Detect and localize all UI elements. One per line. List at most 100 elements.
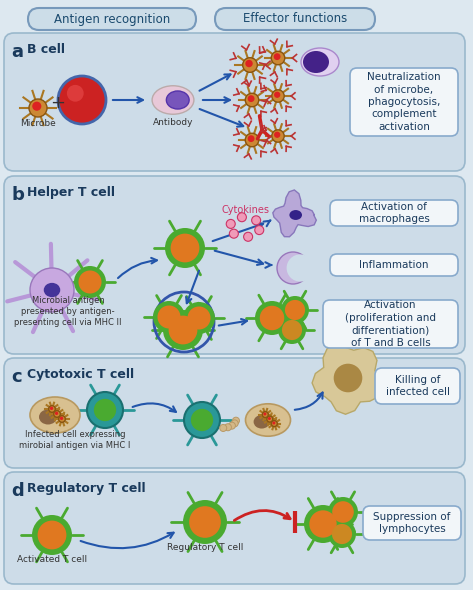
FancyBboxPatch shape [363, 506, 461, 540]
Circle shape [49, 406, 55, 412]
Circle shape [183, 500, 227, 544]
Circle shape [274, 91, 280, 98]
Text: b: b [11, 186, 24, 204]
Circle shape [232, 417, 239, 424]
Text: Antibody: Antibody [153, 118, 193, 127]
Circle shape [30, 268, 74, 312]
Circle shape [60, 417, 63, 420]
Circle shape [67, 85, 84, 101]
Ellipse shape [303, 51, 329, 73]
Circle shape [277, 252, 309, 284]
Circle shape [271, 51, 285, 65]
Circle shape [248, 135, 254, 142]
Circle shape [248, 95, 254, 102]
Text: Microbe: Microbe [20, 119, 56, 128]
Ellipse shape [39, 409, 57, 424]
Circle shape [228, 422, 236, 429]
Circle shape [281, 296, 309, 324]
Circle shape [333, 363, 362, 392]
Circle shape [74, 266, 106, 298]
Circle shape [328, 520, 356, 548]
Text: Effector functions: Effector functions [243, 12, 347, 25]
Circle shape [189, 506, 221, 538]
Circle shape [268, 417, 271, 420]
Text: Regulatory T cell: Regulatory T cell [167, 543, 243, 552]
Text: c: c [11, 368, 22, 386]
FancyBboxPatch shape [4, 472, 465, 584]
Circle shape [229, 229, 238, 238]
Text: Microbial antigen
presented by antigen-
presenting cell via MHC II: Microbial antigen presented by antigen- … [14, 296, 122, 327]
Ellipse shape [44, 283, 60, 297]
Circle shape [184, 402, 220, 438]
Polygon shape [273, 190, 316, 237]
Circle shape [255, 301, 289, 335]
Circle shape [54, 411, 60, 417]
Circle shape [245, 93, 259, 107]
Circle shape [278, 316, 306, 344]
Text: Helper T cell: Helper T cell [27, 186, 115, 199]
Circle shape [309, 510, 337, 537]
Circle shape [272, 421, 277, 427]
Circle shape [245, 133, 259, 147]
FancyBboxPatch shape [4, 176, 465, 354]
Text: Regulatory T cell: Regulatory T cell [27, 482, 146, 495]
Circle shape [224, 424, 231, 431]
Circle shape [328, 497, 358, 527]
Circle shape [244, 232, 253, 241]
Circle shape [55, 412, 58, 415]
Circle shape [263, 412, 268, 418]
Circle shape [274, 53, 280, 60]
FancyBboxPatch shape [330, 200, 458, 226]
FancyBboxPatch shape [4, 358, 465, 468]
Circle shape [285, 300, 305, 320]
Text: Activation
(proliferation and
differentiation)
of T and B cells: Activation (proliferation and differenti… [345, 300, 436, 348]
Circle shape [272, 130, 284, 142]
Circle shape [282, 320, 302, 340]
Ellipse shape [245, 404, 290, 436]
Circle shape [29, 99, 47, 117]
Text: Killing of
infected cell: Killing of infected cell [385, 375, 449, 397]
Circle shape [274, 132, 280, 138]
Text: Cytokines: Cytokines [221, 205, 269, 215]
Ellipse shape [254, 415, 270, 428]
Circle shape [243, 58, 257, 73]
Text: Cytotoxic T cell: Cytotoxic T cell [27, 368, 134, 381]
FancyBboxPatch shape [4, 33, 465, 171]
Text: Suppression of
lymphocytes: Suppression of lymphocytes [373, 512, 451, 534]
Text: +: + [51, 94, 65, 112]
FancyBboxPatch shape [350, 68, 458, 136]
Circle shape [263, 412, 266, 415]
Circle shape [87, 392, 123, 428]
Text: Inflammation: Inflammation [359, 260, 429, 270]
Text: a: a [11, 43, 23, 61]
Ellipse shape [289, 210, 302, 220]
FancyBboxPatch shape [330, 254, 458, 276]
Circle shape [287, 254, 314, 281]
Circle shape [226, 219, 235, 228]
Text: d: d [11, 482, 24, 500]
Ellipse shape [30, 397, 80, 433]
Circle shape [332, 524, 352, 544]
Circle shape [158, 306, 181, 329]
Circle shape [272, 90, 284, 102]
Circle shape [231, 420, 238, 427]
Ellipse shape [152, 86, 194, 114]
Circle shape [50, 407, 53, 410]
Ellipse shape [166, 91, 189, 109]
Circle shape [171, 234, 200, 263]
Circle shape [32, 515, 72, 555]
Text: Antigen recognition: Antigen recognition [54, 12, 170, 25]
Text: Infected cell expressing
mirobial antigen via MHC I: Infected cell expressing mirobial antige… [19, 430, 131, 450]
Circle shape [245, 60, 253, 67]
Text: B cell: B cell [27, 43, 65, 56]
Text: Neutralization
of microbe,
phagocytosis,
complement
activation: Neutralization of microbe, phagocytosis,… [367, 72, 441, 132]
Circle shape [37, 520, 66, 549]
Circle shape [267, 416, 273, 422]
Circle shape [304, 505, 342, 543]
Circle shape [153, 301, 185, 333]
FancyBboxPatch shape [323, 300, 458, 348]
Circle shape [252, 216, 261, 225]
Text: Activated T cell: Activated T cell [17, 555, 87, 564]
Circle shape [79, 270, 102, 293]
Circle shape [94, 399, 116, 421]
